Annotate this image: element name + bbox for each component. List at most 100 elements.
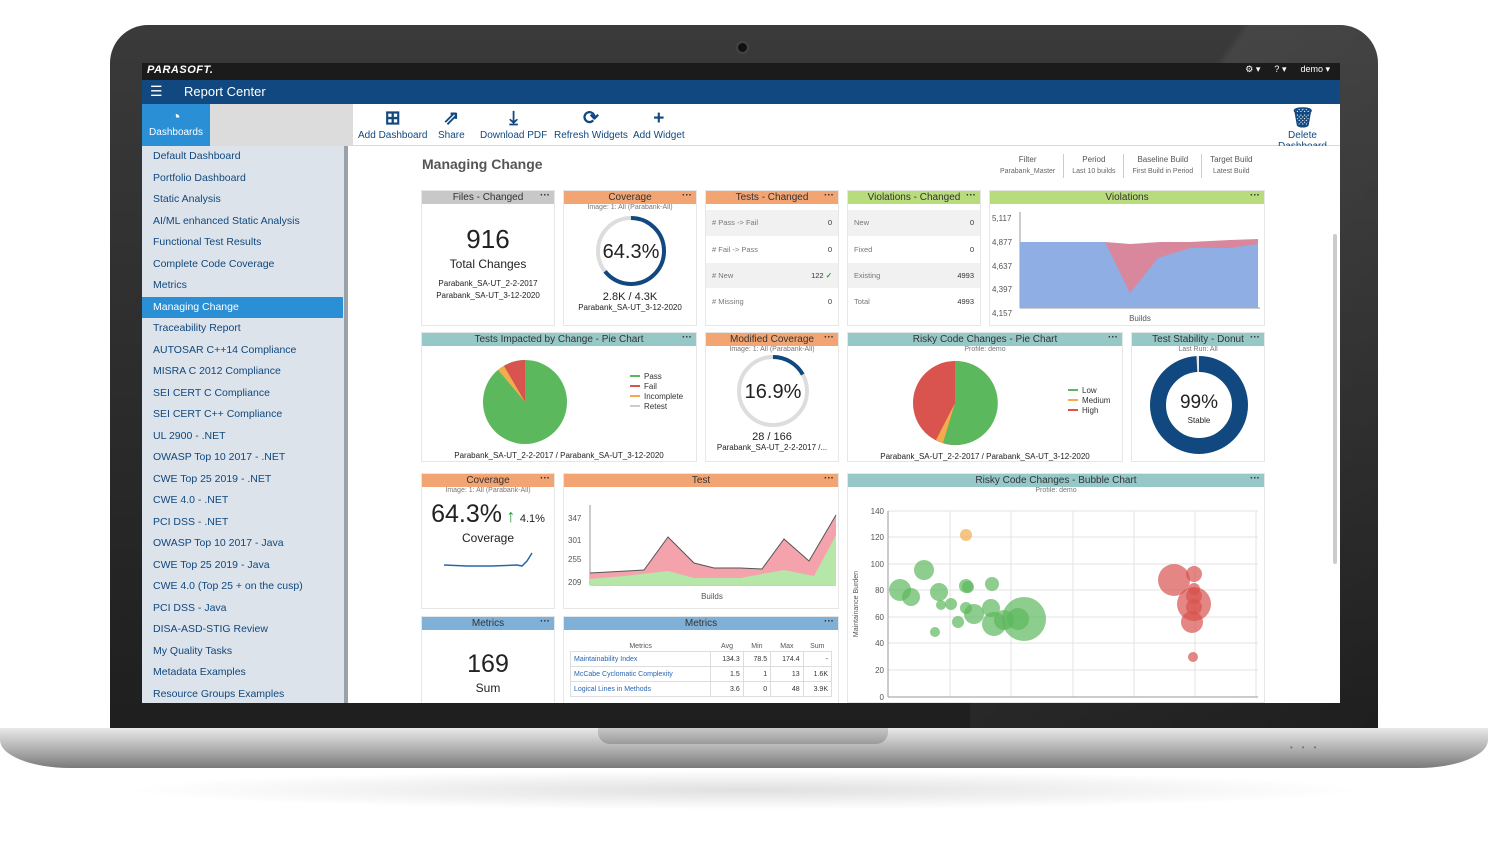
widget-subtitle: Profile: demo (964, 346, 1006, 353)
row-value[interactable]: 0 (790, 210, 838, 237)
metric-name-link[interactable]: Logical Lines in Methods (569, 681, 712, 697)
legend-item[interactable]: Medium (1068, 395, 1110, 405)
legend-item[interactable]: Incomplete (630, 391, 683, 401)
row-value[interactable]: 0 (923, 210, 980, 237)
sidebar-item[interactable]: OWASP Top 10 2017 - .NET (153, 451, 286, 463)
widget-menu-icon[interactable]: ··· (540, 190, 550, 201)
help-menu[interactable]: ? ▾ (1274, 64, 1286, 75)
coverage-delta: 4.1% (519, 513, 545, 525)
sidebar-item[interactable]: UL 2900 - .NET (153, 429, 226, 442)
sidebar-item[interactable]: MISRA C 2012 Compliance (153, 365, 281, 377)
stability-label: Stable (1188, 416, 1211, 425)
sidebar-item[interactable]: OWASP Top 10 2017 - Java (153, 537, 284, 549)
row-value[interactable]: 0 (790, 236, 838, 263)
check-icon: ✓ (825, 270, 832, 280)
widget-menu-icon[interactable]: ··· (824, 616, 834, 627)
sidebar-item[interactable]: My Quality Tasks (153, 644, 233, 657)
modified-coverage-percent: 16.9% (745, 381, 802, 403)
sidebar-item[interactable]: Default Dashboard (153, 150, 241, 162)
sidebar-item[interactable]: Functional Test Results (153, 236, 262, 248)
legend-item[interactable]: Retest (630, 401, 683, 411)
risky-code-pie-chart (913, 360, 998, 445)
column-header[interactable]: Min (751, 643, 763, 650)
row-value[interactable]: 0 (923, 236, 980, 263)
widget-title: Test Stability - Donut (1152, 334, 1244, 345)
sidebar-item[interactable]: AI/ML enhanced Static Analysis (153, 214, 300, 227)
coverage-ratio: 2.8K / 4.3K (602, 291, 658, 303)
sidebar-item[interactable]: Portfolio Dashboard (153, 171, 246, 184)
sidebar-item[interactable]: Traceability Report (153, 322, 241, 334)
target-build-name: Parabank_SA-UT_3-12-2020 (436, 291, 540, 300)
sidebar-item[interactable]: SEI CERT C++ Compliance (153, 408, 283, 420)
sidebar-item[interactable]: Complete Code Coverage (153, 257, 275, 270)
column-header[interactable]: Avg (721, 643, 733, 650)
parasoft-logo: PARASOFT. (147, 64, 214, 76)
column-header[interactable]: Max (780, 643, 794, 650)
add-dashboard-button[interactable]: ⊞ Add Dashboard (358, 108, 428, 141)
widget-menu-icon[interactable]: ··· (540, 473, 550, 484)
widget-title: Test (691, 475, 711, 486)
sidebar-item[interactable]: Metrics (153, 279, 187, 291)
target-build-value: Latest Build (1213, 168, 1250, 175)
sidebar-item[interactable]: CWE 4.0 (Top 25 + on the cusp) (153, 580, 303, 592)
sidebar-item-active[interactable]: Managing Change (142, 296, 343, 318)
refresh-widgets-button[interactable]: ⟳ Refresh Widgets (554, 108, 628, 141)
widget-menu-icon[interactable]: ··· (824, 190, 834, 201)
period-control[interactable]: Period Last 10 builds (1064, 154, 1125, 178)
settings-caret: ▾ (1255, 64, 1261, 74)
user-menu[interactable]: demo ▾ (1300, 64, 1330, 74)
widget-title: Metrics (471, 618, 505, 629)
metric-name-link[interactable]: McCabe Cyclomatic Complexity (569, 666, 712, 682)
sidebar-item[interactable]: CWE Top 25 2019 - .NET (153, 472, 272, 485)
dashboards-tab[interactable]: ◔ Dashboards (142, 104, 210, 146)
page-title: Managing Change (422, 156, 543, 172)
add-widget-button[interactable]: + Add Widget (633, 108, 685, 141)
sidebar-item[interactable]: CWE Top 25 2019 - Java (153, 558, 270, 571)
coverage-sparkline (443, 552, 533, 567)
metric-name-link[interactable]: Maintainability Index (569, 651, 712, 667)
column-header[interactable]: Metrics (629, 643, 652, 650)
sidebar-item[interactable]: CWE 4.0 - .NET (153, 494, 229, 506)
sidebar-item[interactable]: SEI CERT C Compliance (153, 386, 270, 399)
row-value[interactable]: 4993 (923, 262, 980, 289)
share-button[interactable]: ⇗ Share (438, 108, 465, 141)
scrollbar[interactable] (1333, 234, 1337, 564)
sidebar-item[interactable]: Metadata Examples (153, 666, 246, 678)
widget-menu-icon[interactable]: ··· (1250, 190, 1260, 201)
sidebar-item[interactable]: Resource Groups Examples (153, 687, 285, 700)
widget-menu-icon[interactable]: ··· (540, 616, 550, 627)
widget-menu-icon[interactable]: ··· (824, 332, 834, 343)
widget-menu-icon[interactable]: ··· (966, 190, 976, 201)
y-ticks: 140 120 100 80 60 40 20 0 (871, 507, 885, 702)
download-pdf-button[interactable]: ⤓ Download PDF (480, 108, 547, 141)
column-header[interactable]: Sum (810, 643, 825, 650)
filter-control[interactable]: Filter Parabank_Master (992, 154, 1065, 178)
sidebar-item[interactable]: AUTOSAR C++14 Compliance (153, 343, 297, 356)
row-value[interactable]: 122 (811, 270, 824, 280)
widget-menu-icon[interactable]: ··· (1250, 332, 1260, 343)
metric-avg: 134.3 (710, 651, 744, 667)
metric-sum: - (802, 651, 833, 667)
sidebar-item[interactable]: DISA-ASD-STIG Review (153, 623, 268, 635)
widget-menu-icon[interactable]: ··· (682, 190, 692, 201)
sidebar-item[interactable]: Static Analysis (153, 193, 221, 205)
laptop-notch (598, 728, 888, 744)
widget-menu-icon[interactable]: ··· (682, 332, 692, 343)
hamburger-menu-icon[interactable]: ☰ (150, 83, 163, 99)
legend-item[interactable]: Fail (630, 381, 683, 391)
widget-menu-icon[interactable]: ··· (1250, 473, 1260, 484)
legend-item[interactable]: High (1068, 405, 1110, 415)
legend-item[interactable]: Pass (630, 371, 683, 381)
row-label: # Fail -> Pass (706, 236, 791, 263)
pie-slice-low (943, 360, 998, 445)
sidebar-item[interactable]: PCI DSS - Java (153, 601, 227, 614)
row-value[interactable]: 4993 (923, 288, 980, 315)
baseline-build-control[interactable]: Baseline Build First Build in Period (1124, 154, 1203, 178)
target-build-control[interactable]: Target Build Latest Build (1202, 154, 1260, 178)
widget-menu-icon[interactable]: ··· (1108, 332, 1118, 343)
row-value[interactable]: 0 (790, 288, 838, 315)
settings-menu[interactable]: ⚙ ▾ (1245, 64, 1260, 75)
widget-menu-icon[interactable]: ··· (824, 473, 834, 484)
legend-item[interactable]: Low (1068, 385, 1110, 395)
sidebar-item[interactable]: PCI DSS - .NET (153, 515, 229, 528)
